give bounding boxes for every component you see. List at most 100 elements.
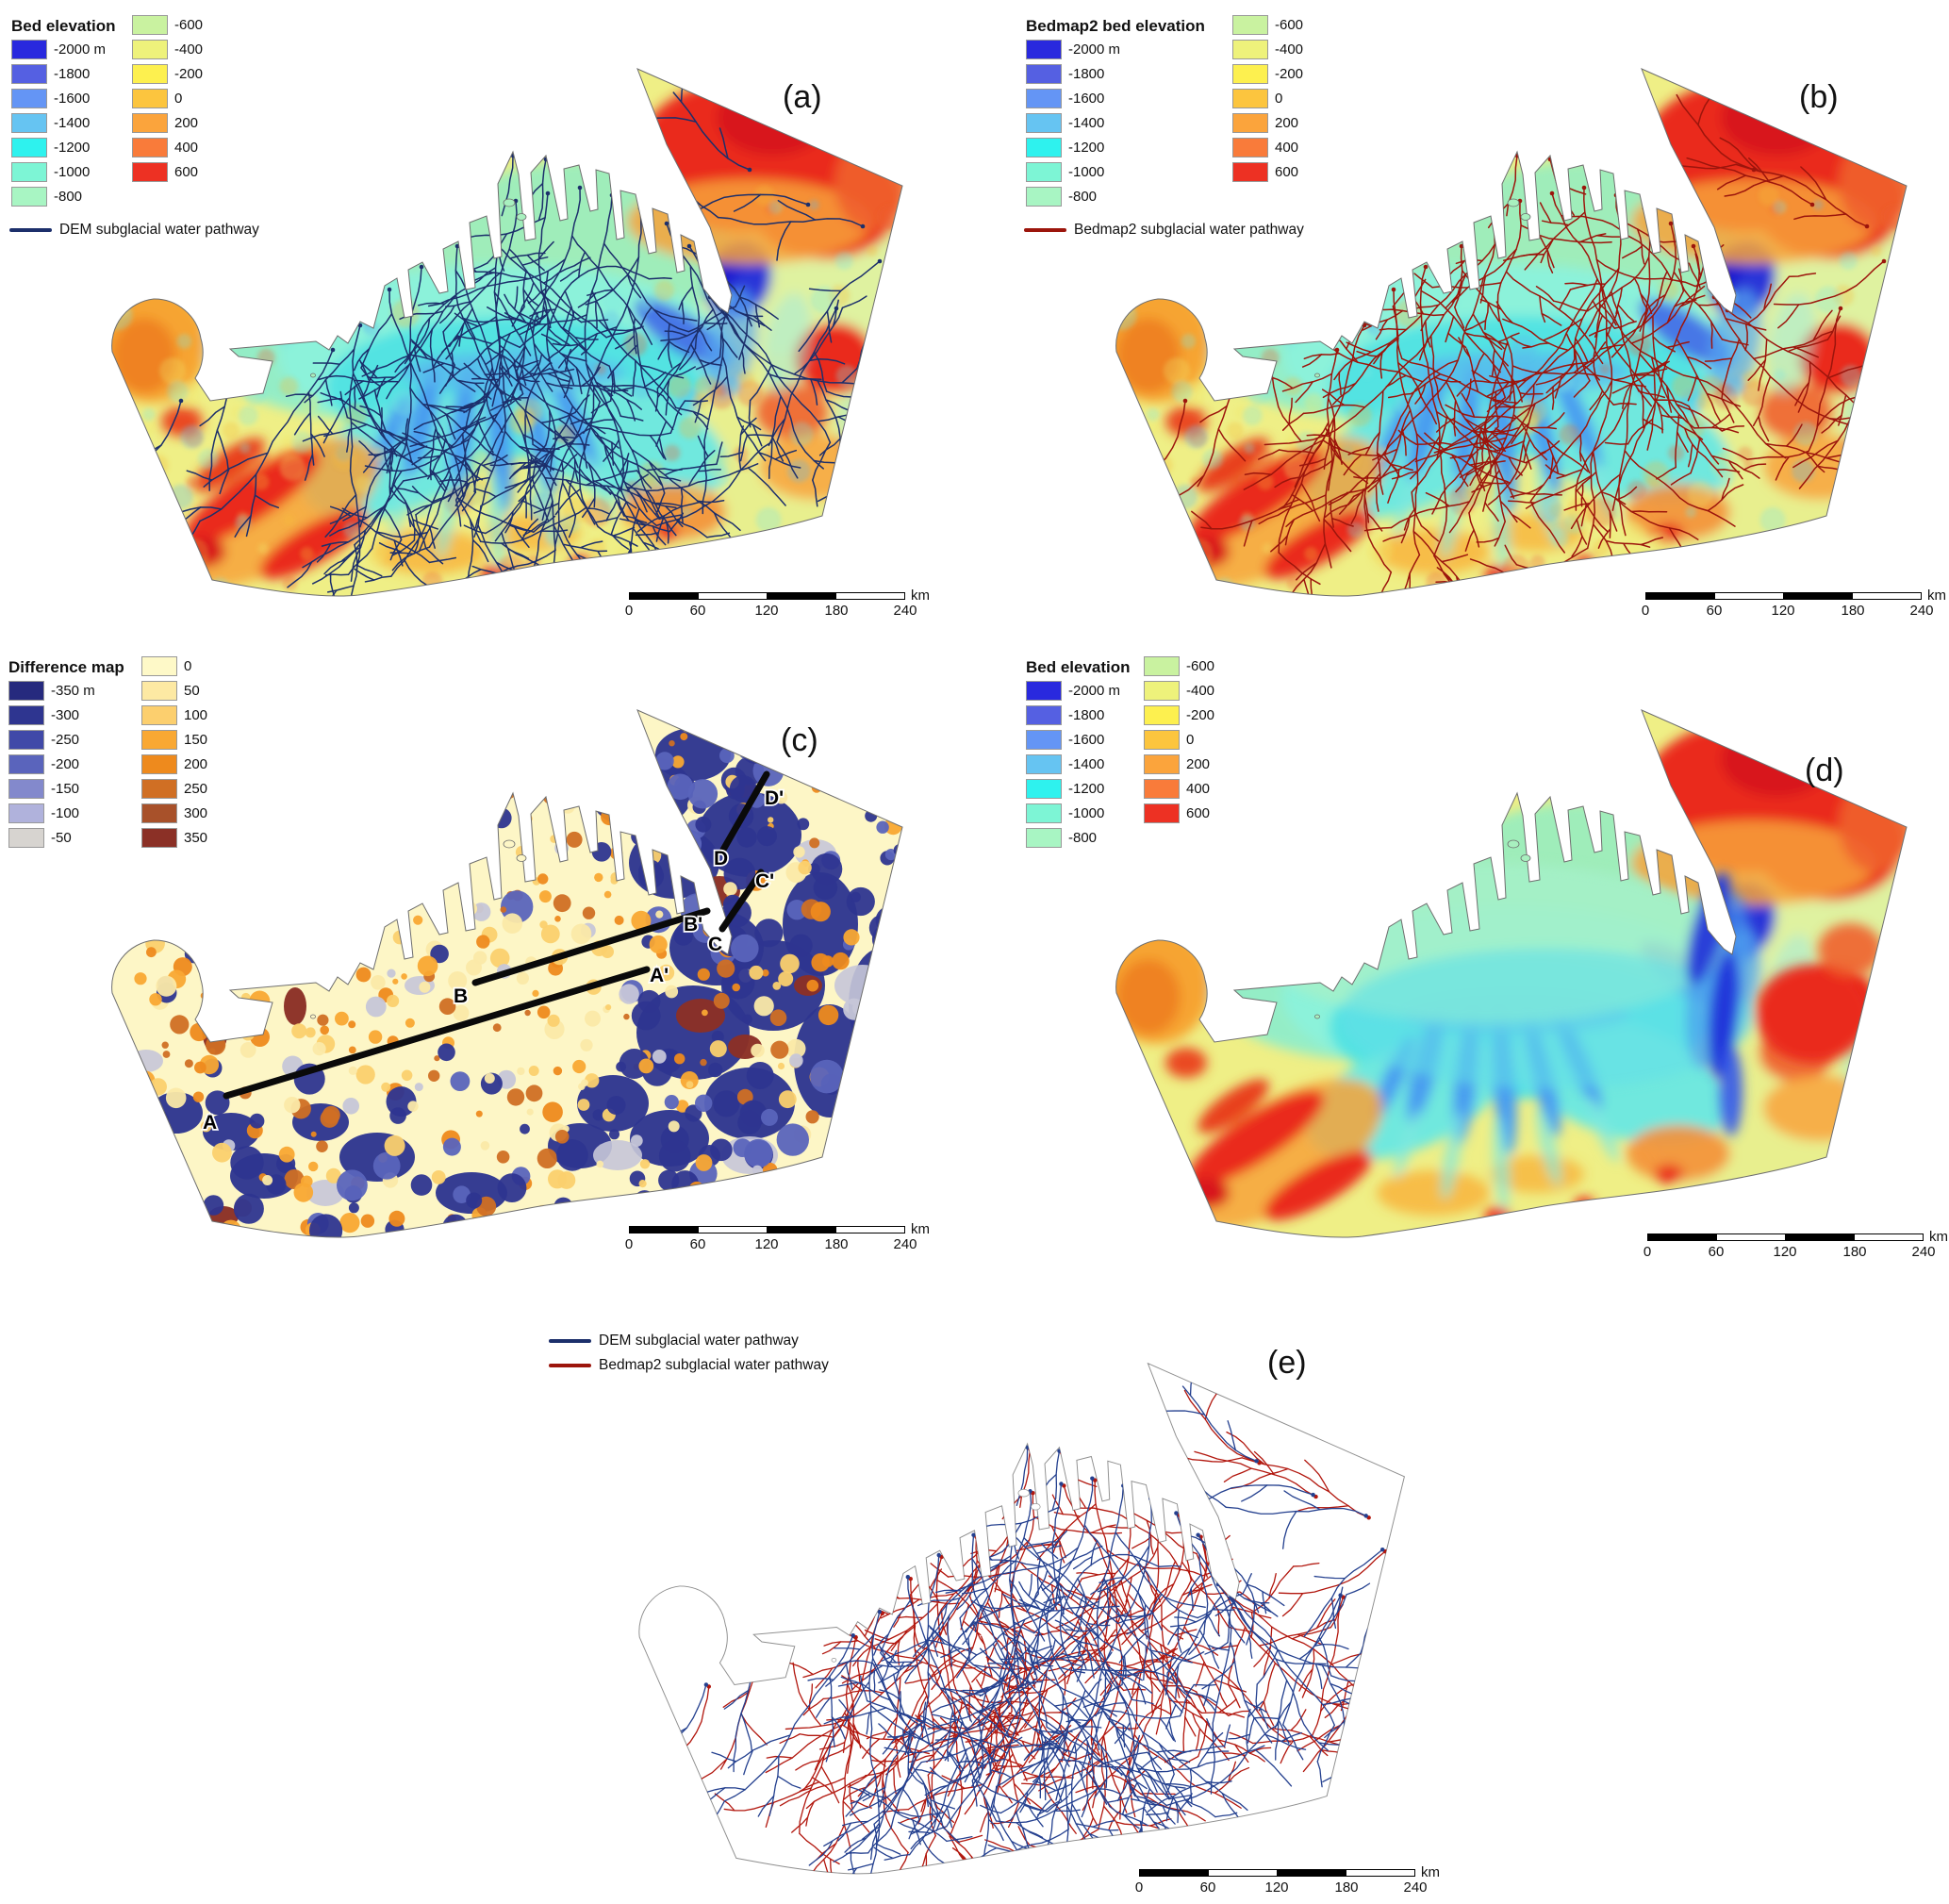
- legend-label: -2000 m: [54, 41, 107, 58]
- legend-label: 400: [174, 140, 199, 156]
- color-swatch: [1026, 705, 1062, 725]
- panel-letter-b: (b): [1799, 79, 1839, 115]
- legend-column-1: -2000 m -1800 -1600 -1400 -1200 -1000 -8…: [1026, 40, 1120, 207]
- legend-label: 300: [184, 805, 208, 821]
- color-swatch: [132, 113, 168, 133]
- scalebar-tick-label: 120: [754, 1236, 779, 1252]
- legend-label: -2000 m: [1068, 41, 1121, 58]
- legend-column-2: -600 -400 -200 0 200 400 600: [1144, 656, 1214, 823]
- legend-label: -200: [1275, 66, 1304, 82]
- legend-row: -100: [8, 803, 95, 823]
- scalebar-unit: km: [1421, 1864, 1440, 1880]
- scalebar-a: km 0 60 120 180 240: [625, 588, 930, 619]
- legend-label: 200: [1275, 115, 1299, 131]
- legend-row: -600: [1144, 656, 1214, 676]
- color-swatch: [141, 779, 177, 799]
- color-swatch: [1144, 730, 1180, 750]
- legend-row: -600: [132, 15, 203, 35]
- profile-line-B: [471, 907, 711, 986]
- scalebar-tick-label: 240: [1909, 603, 1934, 619]
- legend-label: 250: [184, 781, 208, 797]
- color-swatch: [132, 64, 168, 84]
- legend-row: 200: [141, 754, 207, 774]
- legend-row: -1000: [11, 162, 106, 182]
- legend-row: -50: [8, 828, 95, 848]
- legend-label: -600: [1186, 658, 1215, 674]
- map-panel-b: [1115, 68, 1908, 597]
- legend-row: -350 m: [8, 681, 95, 701]
- scalebar-tick-label: 120: [1773, 1244, 1797, 1260]
- legend-label: -400: [174, 41, 204, 58]
- scalebar-tick-label: 180: [1842, 1244, 1867, 1260]
- profile-label-B: B: [454, 985, 468, 1007]
- legend-row: 150: [141, 730, 207, 750]
- color-swatch: [141, 705, 177, 725]
- color-swatch: [141, 803, 177, 823]
- color-swatch: [141, 730, 177, 750]
- scalebar-unit: km: [911, 1221, 930, 1237]
- legend-label: -200: [1186, 707, 1215, 723]
- legend-label: 200: [1186, 756, 1211, 772]
- color-swatch: [1232, 113, 1268, 133]
- legend-label: 600: [1275, 164, 1299, 180]
- legend-row: -2000 m: [1026, 40, 1120, 59]
- legend-label: -400: [1275, 41, 1304, 58]
- legend-label: -1600: [54, 91, 91, 107]
- legend-row: 0: [1144, 730, 1214, 750]
- legend-label: -600: [174, 17, 204, 33]
- bedmap2-pathway-label: Bedmap2 subglacial water pathway: [599, 1357, 829, 1373]
- legend-label: -1400: [54, 115, 91, 131]
- scalebar-tick-label: 60: [689, 603, 706, 619]
- legend-title: Difference map: [8, 658, 124, 676]
- legend-row: -400: [1144, 681, 1214, 701]
- legend-row: 200: [1232, 113, 1303, 133]
- legend-row: -200: [1232, 64, 1303, 84]
- color-swatch: [1026, 828, 1062, 848]
- legend-row: 400: [1144, 779, 1214, 799]
- legend-label: -300: [51, 707, 80, 723]
- color-swatch: [8, 828, 44, 848]
- color-swatch: [8, 779, 44, 799]
- legend-title: Bed elevation: [1026, 658, 1131, 676]
- legend-panel-b: Bedmap2 bed elevation -2000 m -1800 -160…: [1024, 9, 1373, 245]
- legend-row: -1600: [1026, 89, 1120, 108]
- color-swatch: [1026, 162, 1062, 182]
- legend-row: 100: [141, 705, 207, 725]
- legend-row: -1200: [1026, 138, 1120, 157]
- legend-row: 600: [1144, 803, 1214, 823]
- scalebar-bar: [1139, 1869, 1415, 1877]
- color-swatch: [1026, 730, 1062, 750]
- scalebar-c: km 0 60 120 180 240: [625, 1221, 930, 1252]
- legend-label: -400: [1186, 683, 1215, 699]
- panel-letter-c: (c): [781, 722, 818, 758]
- legend-title: Bedmap2 bed elevation: [1026, 17, 1205, 35]
- color-swatch: [1232, 89, 1268, 108]
- scalebar-tick-label: 240: [893, 603, 917, 619]
- color-swatch: [141, 656, 177, 676]
- color-swatch: [132, 15, 168, 35]
- legend-row: 400: [132, 138, 203, 157]
- scalebar-tick-label: 0: [1643, 1244, 1652, 1260]
- legend-column-1: -2000 m -1800 -1600 -1400 -1200 -1000 -8…: [1026, 681, 1120, 848]
- legend-label: -800: [1068, 189, 1098, 205]
- color-swatch: [8, 803, 44, 823]
- scalebar-tick-label: 60: [1708, 1244, 1725, 1260]
- scalebar-tick-label: 180: [824, 1236, 849, 1252]
- legend-row: -1000: [1026, 162, 1120, 182]
- legend-row: -200: [1144, 705, 1214, 725]
- scalebar-tick-label: 180: [1334, 1879, 1359, 1896]
- legend-row: -400: [1232, 40, 1303, 59]
- profile-label-D2: D': [765, 787, 784, 809]
- color-swatch: [1144, 779, 1180, 799]
- scalebar-unit: km: [911, 588, 930, 604]
- color-swatch: [8, 705, 44, 725]
- color-swatch: [11, 138, 47, 157]
- legend-label: -1000: [1068, 164, 1105, 180]
- legend-row: 200: [1144, 754, 1214, 774]
- scalebar-bar: [1645, 592, 1922, 600]
- legend-row: 0: [132, 89, 203, 108]
- color-swatch: [1026, 113, 1062, 133]
- profile-label-B2: B': [684, 914, 702, 935]
- legend-column-2: 0 50 100 150 200 250 300 350: [141, 656, 207, 848]
- legend-row: 600: [1232, 162, 1303, 182]
